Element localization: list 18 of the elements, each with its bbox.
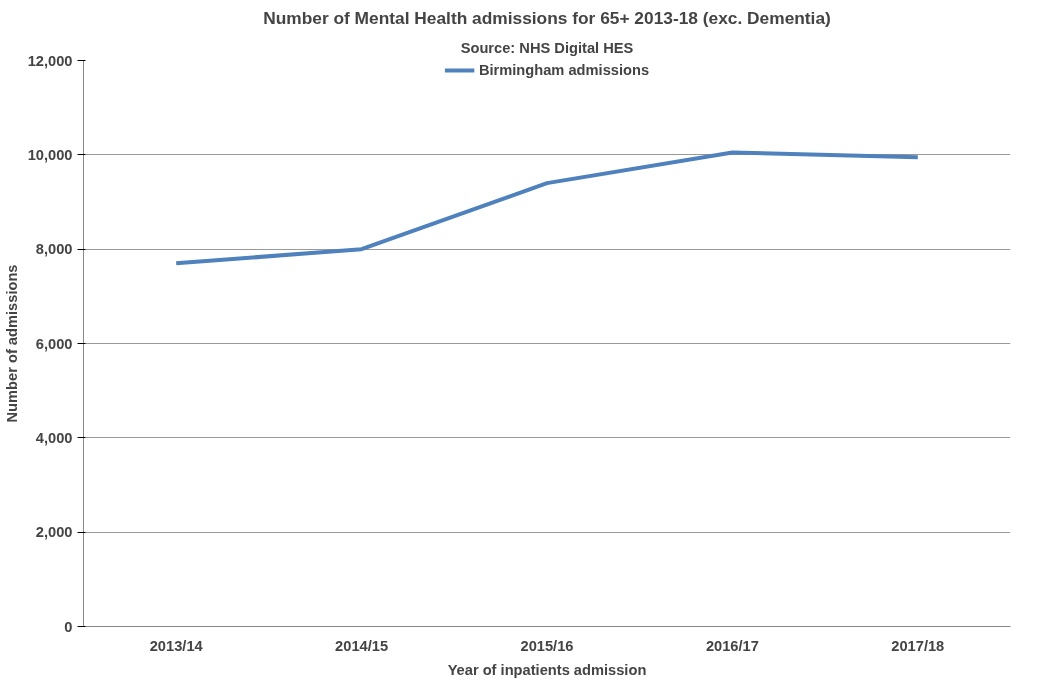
x-tick-label: 2013/14 xyxy=(149,637,204,654)
chart-title: Number of Mental Health admissions for 65+ 2013-18 (exc. Dementia) xyxy=(263,7,831,28)
y-tick-label: 8,000 xyxy=(35,241,73,258)
y-tick-label: 4,000 xyxy=(35,429,73,446)
x-tick-label: 2015/16 xyxy=(520,637,574,654)
line-series xyxy=(174,150,920,266)
y-tick-label: 0 xyxy=(64,618,73,635)
y-tick-label: 10,000 xyxy=(27,146,73,163)
y-tick-label: 2,000 xyxy=(35,524,73,541)
chart-subtitle: Source: NHS Digital HES xyxy=(460,39,634,56)
y-tick-label: 6,000 xyxy=(35,335,73,352)
legend-label: Birmingham admissions xyxy=(478,62,650,78)
x-tick-label: 2016/17 xyxy=(705,637,759,654)
y-tick-label: 12,000 xyxy=(27,52,73,69)
y-axis-title: Number of admissions xyxy=(3,264,20,423)
x-axis-title: Year of inpatients admission xyxy=(447,661,647,678)
x-tick-label: 2014/15 xyxy=(335,637,389,654)
x-tick-label: 2017/18 xyxy=(891,637,945,654)
